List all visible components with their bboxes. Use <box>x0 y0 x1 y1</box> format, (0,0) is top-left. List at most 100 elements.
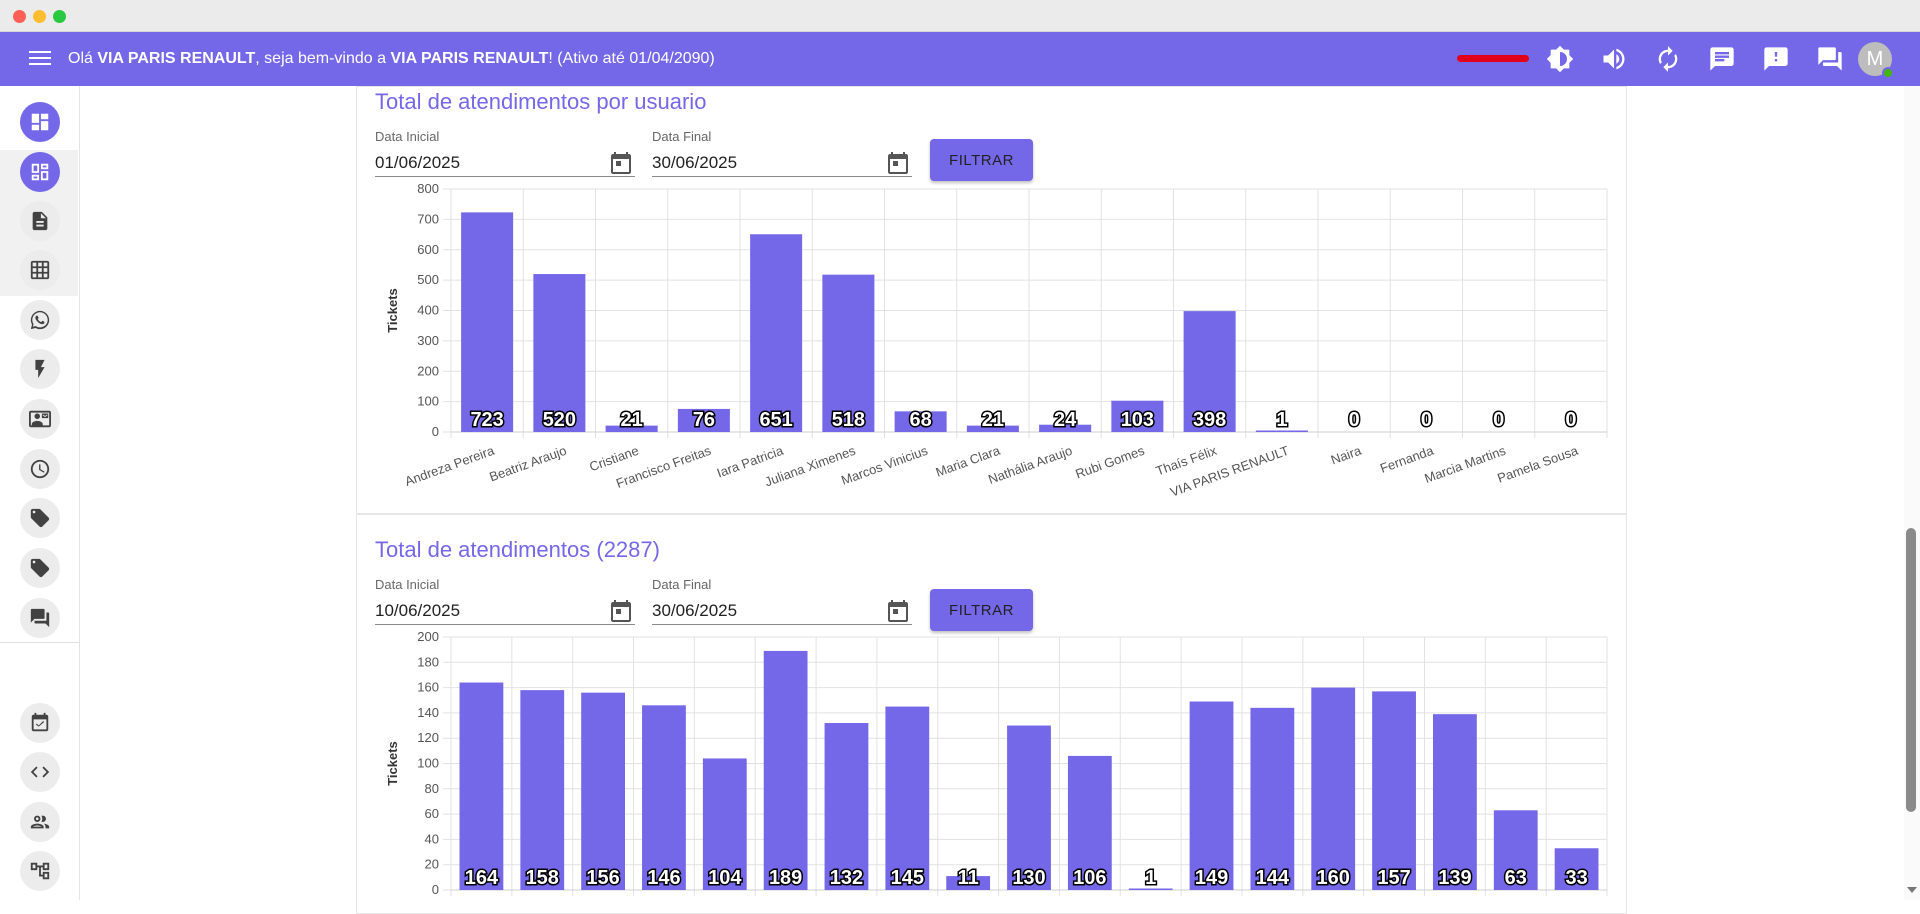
window-maximize-button[interactable] <box>53 10 66 23</box>
bar-value-label: 146 <box>647 867 680 889</box>
clock-icon[interactable] <box>20 449 60 489</box>
chart-bar <box>1554 848 1599 890</box>
x-tick-label: VIA PARIS RENAULT <box>1168 443 1291 500</box>
sidebar-divider <box>0 642 79 643</box>
y-tick-label: 800 <box>417 183 439 196</box>
menu-icon[interactable] <box>27 47 53 71</box>
app-header: Olá VIA PARIS RENAULT, seja bem-vindo a … <box>0 32 1920 86</box>
x-tick-label: Naira <box>1329 442 1364 467</box>
y-tick-label: 500 <box>417 272 439 287</box>
contact-card-icon[interactable] <box>20 399 60 439</box>
flash-icon[interactable] <box>20 349 60 389</box>
chart-bar <box>677 408 730 432</box>
y-tick-label: 40 <box>425 831 439 846</box>
chart-bar <box>459 682 504 890</box>
document-icon[interactable] <box>20 201 60 241</box>
x-tick-label: Marcia Martins <box>1422 443 1508 486</box>
chart-bar <box>520 690 565 890</box>
greeting-middle: , seja bem-vindo a <box>255 50 391 67</box>
online-status-badge <box>1882 67 1894 79</box>
whatsapp-icon[interactable] <box>20 300 60 340</box>
bar-value-label: 145 <box>891 867 924 889</box>
start-date-input[interactable] <box>375 149 635 177</box>
bar-value-label: 1 <box>1145 867 1156 889</box>
chart-bar <box>1255 430 1308 432</box>
start-date-input[interactable] <box>375 597 635 625</box>
volume-icon[interactable] <box>1600 45 1628 73</box>
code-icon[interactable] <box>20 752 60 792</box>
end-date-input[interactable] <box>652 149 912 177</box>
chart-bar <box>824 723 869 890</box>
chart-bar <box>1039 424 1092 432</box>
feedback-alert-icon[interactable] <box>1762 45 1790 73</box>
bar-value-label: 104 <box>708 867 742 889</box>
section-title: Total de atendimentos (2287) <box>375 537 660 562</box>
dashboard-icon[interactable] <box>20 102 60 142</box>
bar-value-label: 24 <box>1054 409 1077 431</box>
forum-icon[interactable] <box>1816 45 1844 73</box>
end-date-field: Data Final <box>652 129 912 179</box>
bar-value-label: 189 <box>769 867 802 889</box>
status-indicator-bar <box>1457 55 1529 62</box>
x-tick-label: Beatriz Araujo <box>487 443 568 485</box>
y-tick-label: 80 <box>425 781 439 796</box>
window-minimize-button[interactable] <box>33 10 46 23</box>
start-date-field: Data Inicial <box>375 129 635 179</box>
forum-side-icon[interactable] <box>20 598 60 638</box>
bar-value-label: 21 <box>621 409 643 431</box>
filter-button[interactable]: FILTRAR <box>930 139 1033 181</box>
calendar-icon[interactable] <box>609 151 633 175</box>
end-date-input[interactable] <box>652 597 912 625</box>
y-axis-title: Tickets <box>385 741 400 786</box>
bar-value-label: 149 <box>1195 867 1228 889</box>
chart-bar <box>1493 810 1538 890</box>
tag-icon[interactable] <box>20 498 60 538</box>
task-check-icon[interactable] <box>20 703 60 743</box>
dashboard-alt-icon[interactable] <box>20 152 60 192</box>
calendar-icon[interactable] <box>886 599 910 623</box>
chart-bar <box>581 692 626 890</box>
chart-bar <box>1250 707 1295 890</box>
sidebar <box>0 86 80 900</box>
bar-value-label: 0 <box>1565 409 1576 431</box>
user-avatar[interactable]: M <box>1858 42 1892 76</box>
bar-value-label: 156 <box>586 867 619 889</box>
filter-button[interactable]: FILTRAR <box>930 589 1033 631</box>
chart-bar <box>1183 311 1236 432</box>
scrollbar-thumb[interactable] <box>1906 528 1916 812</box>
window-close-button[interactable] <box>13 10 26 23</box>
greeting-suffix: ! (Ativo até 01/04/2090) <box>548 50 715 67</box>
end-date-label: Data Final <box>652 577 712 592</box>
chart-bar <box>885 706 930 890</box>
y-tick-label: 100 <box>417 756 439 771</box>
chart-bar <box>1432 714 1477 890</box>
greeting-company-2: VIA PARIS RENAULT <box>390 50 549 67</box>
bar-value-label: 0 <box>1349 409 1360 431</box>
chart-bar <box>966 425 1019 432</box>
greeting-prefix: Olá <box>68 50 98 67</box>
refresh-icon[interactable] <box>1654 45 1682 73</box>
users-icon[interactable] <box>20 802 60 842</box>
brightness-icon[interactable] <box>1546 45 1574 73</box>
table-icon[interactable] <box>20 250 60 290</box>
bar-value-label: 157 <box>1377 867 1410 889</box>
chart-bar <box>1189 701 1234 890</box>
chat-icon[interactable] <box>1708 45 1736 73</box>
y-tick-label: 120 <box>417 730 439 745</box>
chart-bar <box>1128 888 1173 890</box>
bar-value-label: 63 <box>1505 867 1527 889</box>
chart-bar <box>1007 725 1051 890</box>
chart-bar <box>946 876 991 890</box>
x-tick-label: Pamela Sousa <box>1495 442 1580 485</box>
tag-alt-icon[interactable] <box>20 548 60 588</box>
calendar-icon[interactable] <box>886 151 910 175</box>
chart-bar <box>1067 755 1112 890</box>
bar-value-label: 518 <box>832 409 865 431</box>
x-tick-label: Rubi Gomes <box>1073 443 1146 482</box>
scroll-down-arrow-icon[interactable] <box>1907 887 1917 893</box>
start-date-field: Data Inicial <box>375 577 635 627</box>
calendar-icon[interactable] <box>609 599 633 623</box>
bar-value-label: 33 <box>1565 867 1587 889</box>
flow-diagram-icon[interactable] <box>20 851 60 891</box>
start-date-label: Data Inicial <box>375 577 440 592</box>
